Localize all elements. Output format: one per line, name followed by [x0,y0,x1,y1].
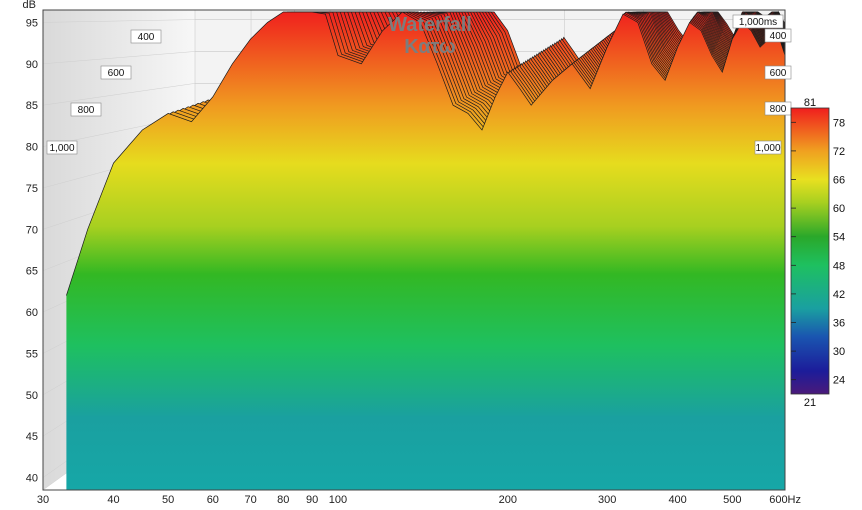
colorbar-tick-label: 42 [833,289,845,301]
time-label-box [70,102,102,117]
time-label-left: 1,000 [49,143,74,154]
colorbar-tick-label: 48 [833,260,845,272]
x-tick-label: 90 [306,494,318,506]
x-tick-label: 70 [244,494,256,506]
colorbar-tick-label: 66 [833,175,845,187]
x-tick-label: 500 [723,494,741,506]
time-label-box [100,65,132,80]
time-label-box [754,140,782,155]
x-tick-label: 80 [277,494,289,506]
plot-frame [42,9,786,491]
colorbar: 81 21 78 72 66 60 54 48 42 36 30 24 [790,97,845,409]
time-label-right: 400 [770,31,787,42]
chart-title: Waterfall [388,14,472,36]
y-axis-ticks: 40 45 50 55 60 65 70 75 80 85 90 95 [26,17,38,484]
colorbar-ticks: 78 72 66 60 54 48 42 36 30 24 [791,117,845,387]
grid-line-y-wall [42,19,196,23]
time-label-right: 800 [770,104,787,115]
time-label-box [764,65,792,80]
y-tick-label: 80 [26,142,38,154]
colorbar-min-label: 21 [804,397,816,409]
y-tick-label: 70 [26,224,38,236]
x-tick-label: 600Hz [769,494,801,506]
y-tick-label: 65 [26,266,38,278]
grid-line-y-wall [42,83,196,106]
x-tick-label: 30 [37,494,49,506]
time-label-box [130,29,162,44]
y-tick-label: 75 [26,183,38,195]
time-label-right: 1,000 [755,143,780,154]
y-tick-label: 55 [26,348,38,360]
time-label-left: 600 [108,68,125,79]
y-tick-label: 45 [26,431,38,443]
time-label-left: 400 [138,32,155,43]
x-tick-label: 50 [162,494,174,506]
colorbar-tick-label: 36 [833,318,845,330]
grid-line-y-wall [42,51,196,65]
x-tick-label: 200 [499,494,517,506]
time-label-box [46,140,78,155]
waterfall-slice-line [66,11,786,296]
y-tick-label: 85 [26,100,38,112]
x-tick-label: 100 [329,494,347,506]
colorbar-tick-label: 24 [833,375,845,387]
x-tick-label: 300 [598,494,616,506]
colorbar-tick-label: 78 [833,117,845,129]
x-axis-ticks: 30 40 50 60 70 80 90 100 200 300 400 500 600Hz [37,494,801,506]
time-label-box [764,28,792,43]
y-tick-label: 50 [26,390,38,402]
x-tick-label: 60 [207,494,219,506]
y-tick-label: 95 [26,17,38,29]
y-tick-label: 90 [26,59,38,71]
time-label-box [732,14,784,29]
colorbar-tick-label: 30 [833,346,845,358]
x-tick-label: 40 [107,494,119,506]
colorbar-tick-label: 54 [833,232,845,244]
chart-subtitle: Κατω [404,36,456,58]
waterfall-slice-fill [66,12,785,490]
colorbar-tick-label: 60 [833,203,845,215]
time-label-right: 600 [770,68,787,79]
x-tick-label: 400 [668,494,686,506]
colorbar-tick-label: 72 [833,146,845,158]
colorbar-scale [790,107,830,395]
time-label-left: 800 [78,105,95,116]
time-label-right: 1,000ms [739,17,777,28]
y-axis-label: dB [23,0,36,11]
time-axis-labels: 400 600 800 1,000 1,000ms 400 600 800 1,000 [46,14,792,155]
y-tick-label: 40 [26,473,38,485]
y-tick-label: 60 [26,307,38,319]
waterfall-slices [66,11,786,490]
colorbar-max-label: 81 [804,97,816,109]
